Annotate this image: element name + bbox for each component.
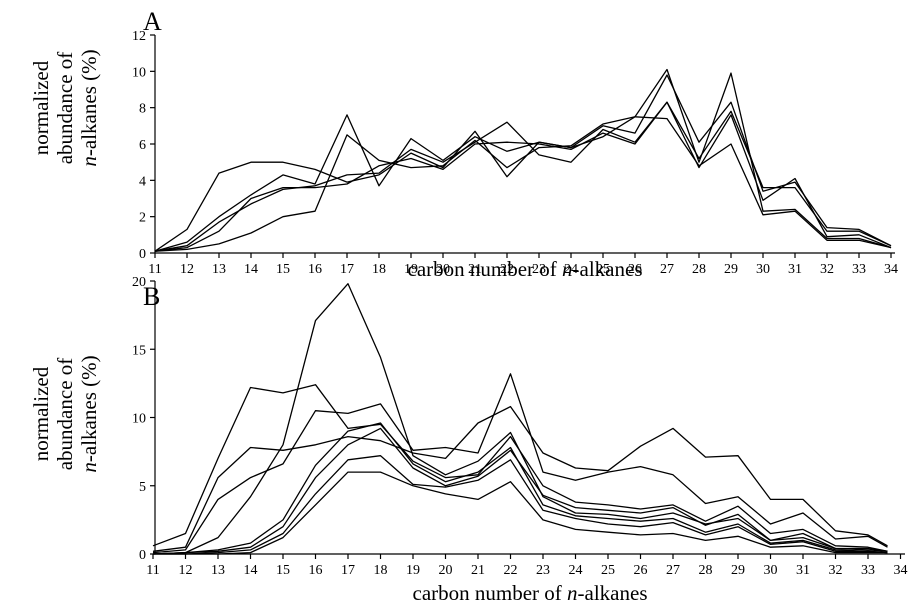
- y-tick-label: 6: [139, 138, 146, 153]
- x-tick-label: 33: [852, 262, 866, 277]
- series-line-3: [152, 373, 888, 554]
- y-tick-label: 12: [132, 29, 146, 44]
- x-tick-label: 17: [340, 262, 354, 277]
- series-line-4: [154, 116, 892, 252]
- x-tick-label: 20: [436, 262, 450, 277]
- y-tick-label: 10: [132, 412, 146, 427]
- x-tick-label: 27: [666, 563, 680, 578]
- x-tick-label: 23: [536, 563, 550, 578]
- x-tick-label: 11: [146, 563, 159, 578]
- x-tick-label: 25: [596, 262, 610, 277]
- y-axis-title: normalizedabundance ofn-alkanes (%): [29, 49, 101, 166]
- x-tick-label: 11: [148, 262, 161, 277]
- series-line-6: [153, 455, 888, 555]
- series-line-5: [152, 427, 888, 555]
- x-tick-label: 30: [756, 262, 770, 277]
- x-tick-label: 15: [276, 262, 290, 277]
- x-tick-label: 22: [500, 262, 514, 277]
- x-tick-label: 29: [724, 262, 738, 277]
- x-tick-label: 19: [406, 563, 420, 578]
- series-line-2: [154, 74, 892, 252]
- x-tick-label: 25: [601, 563, 615, 578]
- y-tick-label: 20: [132, 275, 146, 290]
- x-tick-label: 30: [764, 563, 778, 578]
- series-line-2: [152, 405, 888, 552]
- x-tick-label: 16: [308, 262, 322, 277]
- x-tick-label: 13: [211, 563, 225, 578]
- x-tick-label: 18: [374, 563, 388, 578]
- x-tick-label: 20: [439, 563, 453, 578]
- x-tick-label: 21: [471, 563, 485, 578]
- series-line-8: [152, 422, 888, 555]
- y-tick-label: 0: [139, 247, 146, 262]
- y-tick-label: 15: [132, 343, 146, 358]
- panel-letter: B: [143, 282, 160, 311]
- y-tick-label: 5: [139, 480, 146, 495]
- x-tick-label: 18: [372, 262, 386, 277]
- x-axis-title: carbon number of n-alkanes: [413, 581, 648, 605]
- y-tick-label: 0: [139, 548, 146, 563]
- x-tick-label: 28: [699, 563, 713, 578]
- series-line-4: [152, 283, 888, 555]
- x-tick-label: 33: [861, 563, 875, 578]
- series-line-1: [152, 384, 888, 552]
- x-tick-label: 31: [796, 563, 810, 578]
- x-tick-label: 12: [179, 563, 193, 578]
- x-tick-label: 28: [692, 262, 706, 277]
- x-tick-label: 31: [788, 262, 802, 277]
- series-line-1: [154, 68, 892, 252]
- y-tick-label: 4: [139, 174, 146, 189]
- series-line-3: [154, 101, 892, 252]
- x-tick-label: 13: [212, 262, 226, 277]
- x-tick-label: 26: [628, 262, 642, 277]
- x-tick-label: 27: [660, 262, 674, 277]
- y-tick-label: 2: [139, 211, 146, 226]
- y-tick-label: 8: [139, 102, 146, 117]
- x-tick-label: 21: [468, 262, 482, 277]
- x-tick-label: 15: [276, 563, 290, 578]
- x-tick-label: 24: [564, 262, 578, 277]
- x-tick-label: 16: [309, 563, 323, 578]
- x-tick-label: 17: [341, 563, 355, 578]
- series-line-7: [153, 471, 888, 555]
- x-tick-label: 19: [404, 262, 418, 277]
- x-tick-label: 32: [829, 563, 843, 578]
- x-tick-label: 12: [180, 262, 194, 277]
- series-line-5: [154, 101, 892, 252]
- x-tick-label: 14: [244, 262, 258, 277]
- x-tick-label: 23: [532, 262, 546, 277]
- panel-b: B 0 5 10 15 20 11 12 13 14 15 16 17 18 19 20 21 22 23 24 25 2…: [29, 275, 908, 605]
- x-tick-label: 34: [894, 563, 908, 578]
- x-tick-label: 29: [731, 563, 745, 578]
- x-tick-label: 14: [244, 563, 258, 578]
- x-tick-label: 32: [820, 262, 834, 277]
- y-tick-label: 10: [132, 65, 146, 80]
- y-axis-title: normalizedabundance ofn-alkanes (%): [29, 355, 101, 472]
- x-tick-label: 34: [884, 262, 898, 277]
- x-tick-label: 22: [504, 563, 518, 578]
- panel-letter: A: [143, 7, 162, 36]
- x-tick-label: 24: [569, 563, 583, 578]
- x-tick-label: 26: [634, 563, 648, 578]
- x-axis-title: carbon number of n-alkanes: [408, 257, 643, 281]
